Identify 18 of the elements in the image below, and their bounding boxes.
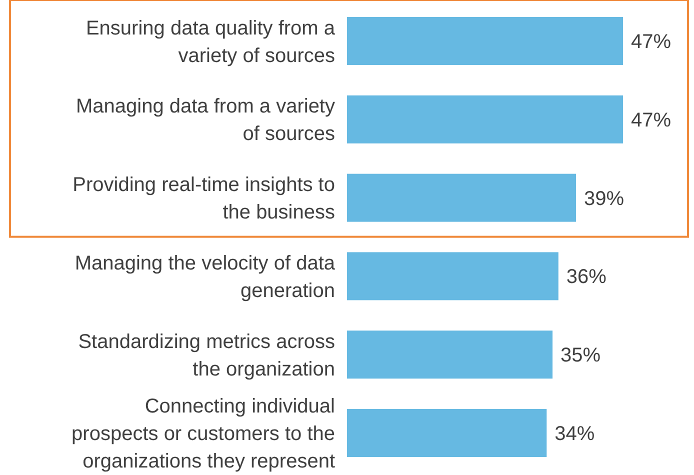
- data-label: 47%: [631, 31, 672, 53]
- y-tick-label: Connecting individual prospects or customers to the organizations they represent: [72, 396, 336, 472]
- y-tick-label: Standardizing metrics across the organization: [78, 330, 335, 380]
- data-label: 47%: [631, 109, 672, 132]
- bar: [347, 95, 623, 144]
- data-label: 35%: [560, 344, 601, 367]
- bar: [347, 330, 553, 379]
- bar: [347, 17, 623, 65]
- data-label: 39%: [584, 188, 624, 210]
- bar: [347, 409, 547, 457]
- y-tick-label: Managing the velocity of data generation: [74, 252, 336, 302]
- y-tick-label: Providing real-time insights to the business: [72, 174, 335, 224]
- data-label: 34%: [554, 423, 595, 445]
- y-tick-label: Managing data from a variety of sources: [76, 96, 335, 146]
- bar: [347, 174, 576, 222]
- y-tick-label: Ensuring data quality from a variety of sources: [86, 17, 336, 67]
- bar: [347, 252, 558, 300]
- data-label: 36%: [566, 266, 607, 288]
